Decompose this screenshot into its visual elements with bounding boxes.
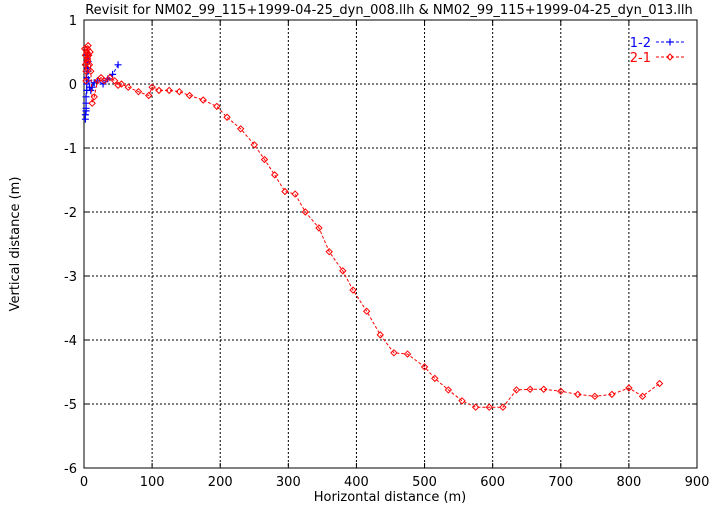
data-point bbox=[608, 390, 616, 399]
data-point bbox=[339, 267, 347, 275]
data-point bbox=[88, 83, 96, 91]
data-point bbox=[444, 386, 453, 394]
x-tick-label: 900 bbox=[685, 475, 710, 490]
y-tick-label: -1 bbox=[64, 142, 77, 157]
data-point bbox=[82, 67, 90, 75]
data-point bbox=[106, 73, 114, 82]
series-line bbox=[84, 45, 660, 408]
data-point bbox=[82, 93, 90, 101]
data-point bbox=[271, 171, 279, 179]
legend: 1-22-1 bbox=[630, 36, 684, 66]
x-tick-label: 200 bbox=[208, 475, 233, 490]
y-tick-label: -5 bbox=[64, 398, 77, 413]
y-tick-label: 0 bbox=[69, 78, 77, 93]
data-point bbox=[325, 247, 333, 256]
data-point bbox=[117, 80, 126, 88]
chart-title: Revisit for NM02_99_115+1999-04-25_dyn_0… bbox=[85, 3, 693, 18]
x-tick-label: 500 bbox=[412, 475, 437, 490]
data-point bbox=[540, 385, 548, 393]
data-point bbox=[471, 403, 480, 411]
data-point bbox=[420, 363, 429, 371]
data-point bbox=[155, 86, 163, 95]
data-point bbox=[526, 385, 534, 393]
data-point bbox=[574, 390, 582, 399]
data-point bbox=[485, 403, 493, 411]
data-point bbox=[250, 141, 258, 149]
data-point bbox=[82, 77, 90, 85]
x-tick-label: 600 bbox=[480, 475, 505, 490]
y-tick-label: -3 bbox=[64, 270, 77, 285]
x-tick-label: 800 bbox=[616, 475, 641, 490]
data-point bbox=[376, 331, 384, 339]
data-point bbox=[81, 111, 89, 119]
data-point bbox=[458, 397, 466, 405]
y-axis-label: Vertical distance (m) bbox=[8, 177, 23, 312]
data-point bbox=[638, 392, 647, 401]
data-series bbox=[80, 41, 664, 411]
data-point bbox=[110, 77, 119, 85]
axis-ticks bbox=[83, 19, 698, 469]
data-point bbox=[100, 77, 109, 85]
data-point bbox=[362, 307, 371, 315]
data-point bbox=[403, 350, 412, 358]
legend-label: 2-1 bbox=[630, 51, 651, 66]
grid-lines bbox=[84, 20, 697, 468]
y-tick-label: -6 bbox=[64, 462, 77, 477]
data-point bbox=[99, 80, 107, 88]
data-point bbox=[114, 61, 122, 69]
data-point bbox=[431, 374, 439, 383]
data-point bbox=[144, 91, 153, 100]
data-point bbox=[223, 113, 231, 121]
x-axis-label: Horizontal distance (m) bbox=[314, 490, 467, 505]
data-point bbox=[281, 187, 289, 196]
y-tick-label: -2 bbox=[64, 206, 77, 221]
data-point bbox=[84, 41, 92, 50]
data-point bbox=[165, 86, 173, 95]
axis-tick-labels: 0 100 200 300 400 500 600 700 800 900 -6 -5 -4 -3 -2 -1… bbox=[64, 14, 709, 490]
data-point bbox=[87, 67, 95, 75]
data-point bbox=[291, 190, 299, 198]
data-point bbox=[82, 99, 90, 107]
data-point bbox=[349, 286, 357, 294]
data-point bbox=[85, 61, 94, 69]
data-point bbox=[185, 91, 194, 100]
data-point bbox=[86, 48, 94, 56]
data-point bbox=[655, 379, 664, 388]
data-point bbox=[124, 83, 132, 91]
y-tick-label: -4 bbox=[64, 334, 77, 349]
data-point bbox=[175, 87, 184, 96]
data-point bbox=[591, 392, 599, 401]
data-point bbox=[114, 81, 122, 89]
data-point bbox=[390, 349, 398, 357]
data-point bbox=[315, 224, 323, 232]
data-point bbox=[499, 403, 507, 411]
x-tick-label: 0 bbox=[80, 475, 88, 490]
data-point bbox=[301, 208, 310, 216]
x-tick-label: 400 bbox=[344, 475, 369, 490]
series-2-1 bbox=[80, 41, 664, 411]
data-point bbox=[557, 387, 565, 395]
plot-frame bbox=[83, 19, 698, 469]
legend-marker bbox=[666, 38, 674, 46]
data-point bbox=[260, 155, 269, 164]
data-point bbox=[134, 87, 143, 96]
data-point bbox=[213, 102, 221, 111]
data-point bbox=[236, 125, 245, 133]
x-tick-label: 700 bbox=[548, 475, 573, 490]
data-point bbox=[90, 93, 98, 101]
legend-marker bbox=[666, 53, 674, 61]
y-tick-label: 1 bbox=[69, 14, 77, 29]
data-point bbox=[625, 384, 633, 392]
x-tick-label: 300 bbox=[276, 475, 301, 490]
data-point bbox=[88, 99, 96, 107]
data-point bbox=[512, 386, 521, 394]
data-point bbox=[87, 86, 95, 94]
data-point bbox=[199, 96, 207, 104]
legend-label: 1-2 bbox=[630, 36, 651, 51]
x-tick-label: 100 bbox=[140, 475, 165, 490]
data-point bbox=[148, 83, 156, 91]
